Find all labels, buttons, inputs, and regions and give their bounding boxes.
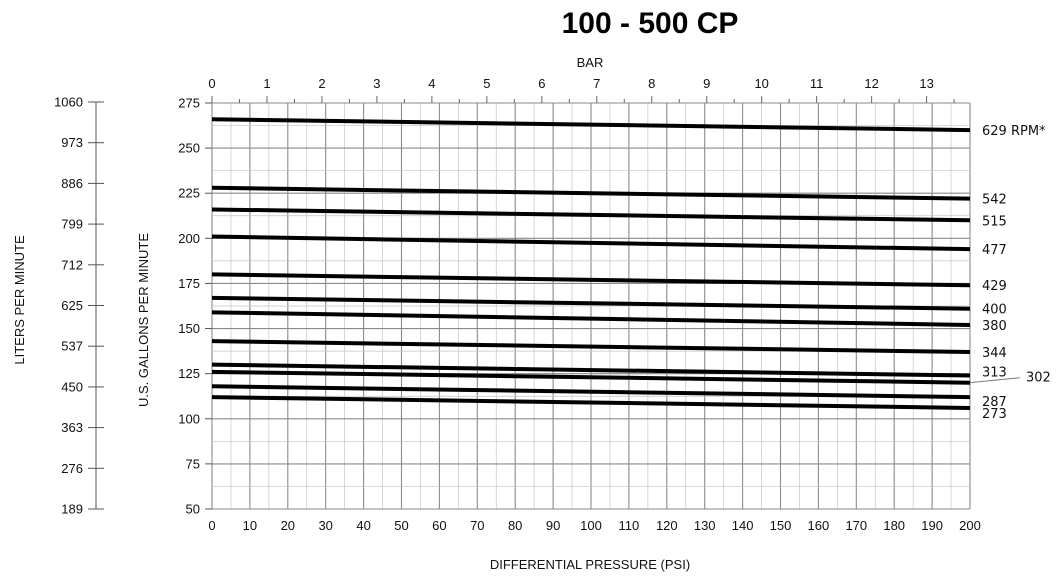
series-line [211, 339, 971, 355]
bar-tick-label: 12 [864, 76, 878, 91]
lpm-tick-label: 799 [61, 217, 83, 232]
bar-tick-label: 4 [428, 76, 435, 91]
bar-tick-label: 8 [648, 76, 655, 91]
x-axis-title: DIFFERENTIAL PRESSURE (PSI) [490, 557, 690, 572]
series-line [211, 272, 971, 288]
x-tick-label: 80 [508, 518, 522, 533]
y-tick-label: 275 [178, 96, 200, 111]
series-line [211, 207, 971, 223]
lpm-tick-label: 712 [61, 257, 83, 272]
series-label: 273 [982, 407, 1007, 422]
series-label: 542 [982, 193, 1007, 208]
x-tick-label: 90 [546, 518, 560, 533]
lpm-tick-label: 276 [61, 461, 83, 476]
bar-tick-label: 0 [208, 76, 215, 91]
x-tick-label: 140 [732, 518, 754, 533]
y-tick-label: 225 [178, 186, 200, 201]
x-tick-label: 70 [470, 518, 484, 533]
lpm-tick-label: 973 [61, 135, 83, 150]
x-tick-label: 200 [959, 518, 981, 533]
series-line [211, 117, 971, 133]
x-tick-label: 0 [208, 518, 215, 533]
bar-tick-label: 10 [754, 76, 768, 91]
series-line [211, 185, 971, 201]
lpm-tick-label: 450 [61, 379, 83, 394]
x-tick-label: 150 [770, 518, 792, 533]
bar-tick-label: 5 [483, 76, 490, 91]
series-label: 287 [982, 395, 1007, 410]
bar-axis-title: BAR [577, 55, 604, 70]
bar-tick-label: 1 [263, 76, 270, 91]
series-lines [211, 117, 971, 410]
y-tick-label: 250 [178, 141, 200, 156]
series-line [211, 384, 971, 400]
series-leader-line [969, 377, 1021, 384]
lpm-tick-label: 625 [61, 298, 83, 313]
bar-tick-label: 6 [538, 76, 545, 91]
bar-tick-label: 7 [593, 76, 600, 91]
x-tick-label: 130 [694, 518, 716, 533]
series-label: 515 [982, 214, 1007, 229]
y-tick-label: 75 [186, 456, 200, 471]
y-tick-label: 200 [178, 231, 200, 246]
series-line [211, 362, 971, 378]
x-tick-label: 40 [356, 518, 370, 533]
bar-tick-label: 3 [373, 76, 380, 91]
y-tick-label: 175 [178, 276, 200, 291]
x-tick-label: 120 [656, 518, 678, 533]
series-label: 629 RPM* [982, 124, 1046, 139]
x-tick-label: 180 [883, 518, 905, 533]
lpm-tick-label: 537 [61, 339, 83, 354]
x-tick-label: 110 [619, 518, 640, 533]
lpm-tick-label: 886 [61, 176, 83, 191]
lpm-tick-label: 363 [61, 420, 83, 435]
series-label: 429 [982, 279, 1007, 294]
y-tick-label: 125 [178, 366, 200, 381]
series-label: 477 [982, 243, 1007, 258]
axes: 0 10 20 30 40 50 60 70 80 90 100 110 120 130 140 150 160… [54, 76, 981, 533]
x-tick-label: 10 [243, 518, 257, 533]
x-tick-label: 50 [394, 518, 408, 533]
x-tick-label: 20 [281, 518, 295, 533]
series-label: 302 [1026, 371, 1051, 386]
series-line [211, 310, 971, 327]
bar-tick-label: 13 [919, 76, 933, 91]
bar-tick-label: 2 [318, 76, 325, 91]
series-label: 313 [982, 365, 1007, 380]
y-axis-title: U.S. GALLONS PER MINUTE [136, 233, 151, 407]
bar-tick-label: 9 [703, 76, 710, 91]
x-tick-label: 170 [845, 518, 867, 533]
chart-title: 100 - 500 CP [562, 7, 739, 40]
y-tick-label: 50 [186, 502, 200, 517]
lpm-axis-title: LITERS PER MINUTE [12, 235, 27, 365]
y-tick-label: 150 [178, 321, 200, 336]
y-tick-label: 100 [178, 411, 200, 426]
series-label: 344 [982, 346, 1007, 361]
x-tick-label: 30 [318, 518, 332, 533]
bar-tick-label: 11 [810, 76, 824, 91]
series-label: 380 [982, 319, 1007, 334]
x-tick-label: 190 [921, 518, 943, 533]
series-line [211, 369, 971, 385]
series-line [211, 295, 971, 311]
lpm-tick-label: 189 [61, 502, 83, 517]
x-tick-label: 160 [808, 518, 830, 533]
series-line [211, 395, 971, 410]
series-line [211, 234, 971, 252]
lpm-tick-label: 1060 [54, 95, 83, 110]
x-tick-label: 100 [580, 518, 602, 533]
series-label: 400 [982, 303, 1007, 318]
x-tick-label: 60 [432, 518, 446, 533]
